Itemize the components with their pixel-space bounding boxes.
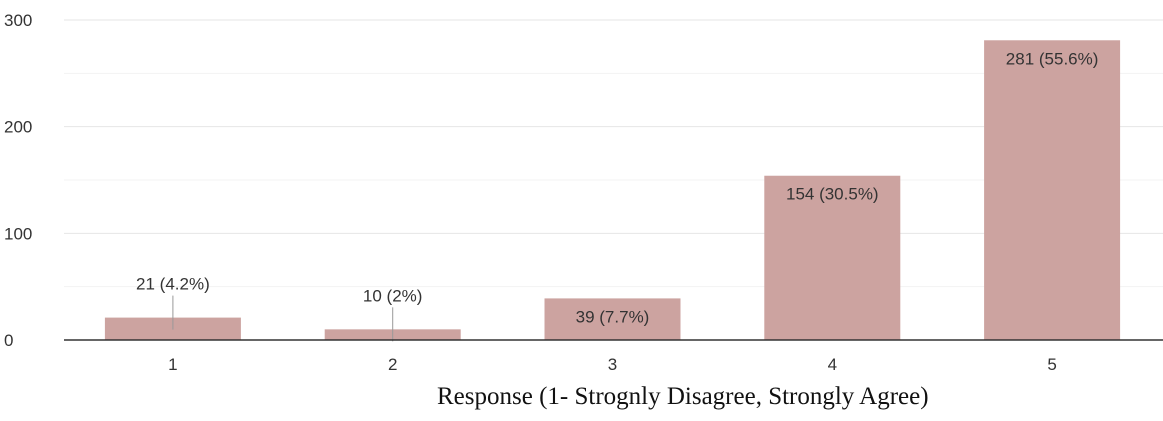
y-tick-label: 100 (4, 224, 32, 243)
data-label: 10 (2%) (363, 286, 423, 305)
y-tick-label: 300 (4, 11, 32, 30)
x-tick-label: 1 (168, 355, 177, 374)
data-label: 281 (55.6%) (1006, 49, 1099, 68)
bar (544, 298, 681, 340)
y-tick-label: 200 (4, 118, 32, 137)
data-label: 154 (30.5%) (786, 185, 879, 204)
x-axis-title-text: Response (1- Strognly Disagree, Strongly… (437, 383, 929, 410)
data-label: 39 (7.7%) (576, 307, 650, 326)
x-tick-label: 4 (828, 355, 837, 374)
x-tick-label: 5 (1047, 355, 1056, 374)
x-tick-label: 3 (608, 355, 617, 374)
y-tick-label: 0 (4, 331, 13, 350)
bar (764, 175, 901, 340)
x-tick-label: 2 (388, 355, 397, 374)
bar (984, 40, 1121, 341)
data-label: 21 (4.2%) (136, 275, 210, 294)
